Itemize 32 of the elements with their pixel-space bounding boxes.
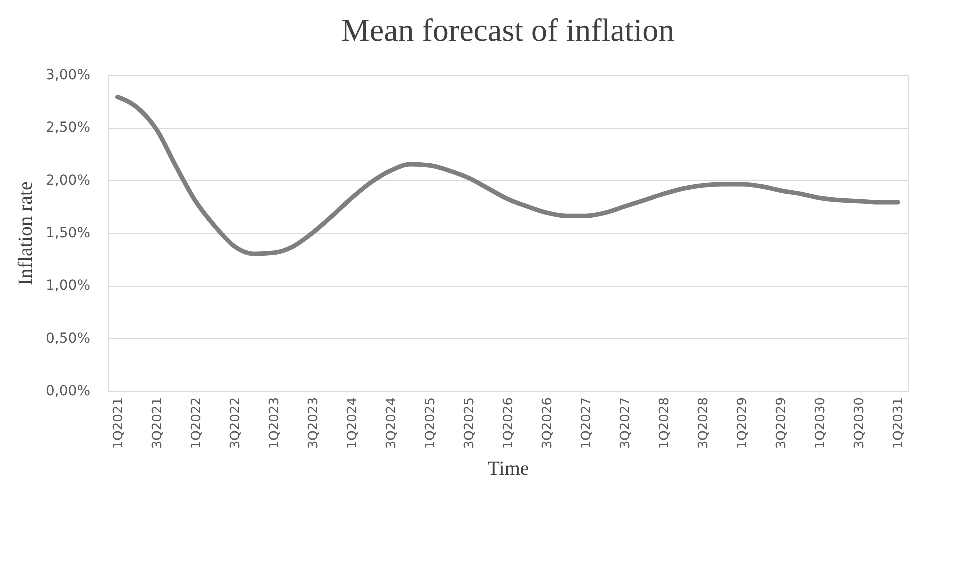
x-tick-label: 3Q2022 <box>228 398 244 450</box>
x-tick-label: 1Q2027 <box>580 398 595 450</box>
x-tick-label: 3Q2030 <box>852 398 868 450</box>
x-tick-label: 3Q2021 <box>150 398 166 450</box>
x-tick-label: 1Q2026 <box>502 398 516 450</box>
y-tick-label: 1,50% <box>46 226 90 242</box>
x-tick-label: 3Q2027 <box>618 398 634 450</box>
x-tick-label: 3Q2023 <box>306 398 322 450</box>
y-tick-label: 3,00% <box>46 68 90 84</box>
x-tick-label: 1Q2030 <box>814 398 829 450</box>
x-tick-label: 3Q2025 <box>462 398 478 450</box>
x-tick-label: 3Q2026 <box>540 398 556 450</box>
x-tick-label: 1Q2029 <box>736 398 751 450</box>
x-tick-label: 1Q2028 <box>658 398 673 450</box>
y-tick-label: 2,00% <box>46 172 90 189</box>
chart-title: Mean forecast of inflation <box>341 12 675 48</box>
x-axis-title: Time <box>488 458 530 480</box>
x-tick-label: 1Q2023 <box>267 398 282 450</box>
y-tick-label: 0,50% <box>46 330 90 347</box>
x-tick-label: 1Q2024 <box>345 398 360 450</box>
x-tick-label: 1Q2022 <box>189 398 204 450</box>
y-tick-label: 1,00% <box>46 278 90 294</box>
y-axis-title: Inflation rate <box>15 181 38 286</box>
x-tick-label: 1Q2021 <box>111 398 126 450</box>
x-tick-label: 1Q2031 <box>892 398 907 450</box>
line-series <box>116 94 900 256</box>
x-tick-label: 3Q2029 <box>774 398 790 450</box>
x-tick-label: 1Q2025 <box>423 398 438 450</box>
y-tick-label: 0,00% <box>46 384 90 400</box>
y-tick-label: 2,50% <box>46 120 90 136</box>
x-tick-label: 3Q2028 <box>696 398 712 450</box>
x-tick-label: 3Q2024 <box>384 398 400 450</box>
